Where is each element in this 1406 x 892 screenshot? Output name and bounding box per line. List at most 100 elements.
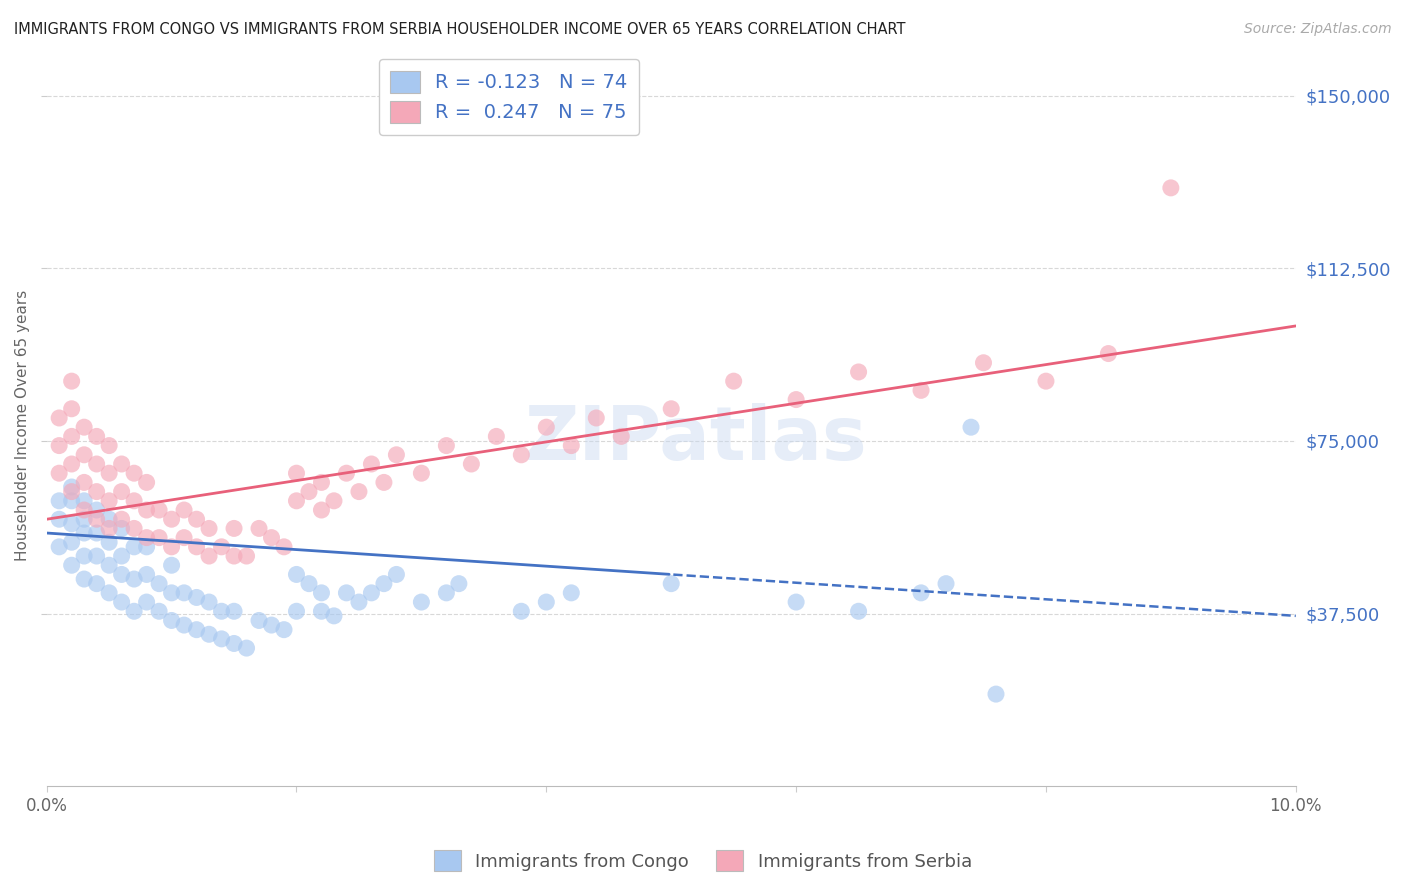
Point — [360, 586, 382, 600]
Point — [910, 586, 932, 600]
Point — [848, 365, 870, 379]
Point — [73, 475, 96, 490]
Point — [585, 411, 607, 425]
Point — [98, 535, 121, 549]
Point — [347, 595, 370, 609]
Point — [222, 521, 245, 535]
Point — [110, 457, 132, 471]
Point — [48, 439, 70, 453]
Point — [122, 493, 145, 508]
Text: Source: ZipAtlas.com: Source: ZipAtlas.com — [1244, 22, 1392, 37]
Point — [98, 558, 121, 573]
Point — [848, 604, 870, 618]
Point — [536, 420, 558, 434]
Point — [910, 384, 932, 398]
Point — [935, 576, 957, 591]
Point — [247, 614, 270, 628]
Point — [98, 586, 121, 600]
Point — [135, 540, 157, 554]
Point — [135, 475, 157, 490]
Point — [86, 526, 108, 541]
Point — [48, 411, 70, 425]
Point — [60, 516, 83, 531]
Point — [160, 614, 183, 628]
Point — [973, 356, 995, 370]
Point — [311, 475, 333, 490]
Point — [211, 540, 233, 554]
Point — [86, 457, 108, 471]
Point — [785, 595, 807, 609]
Point — [510, 448, 533, 462]
Point — [1160, 181, 1182, 195]
Point — [60, 484, 83, 499]
Point — [110, 549, 132, 563]
Point — [98, 521, 121, 535]
Point — [186, 540, 208, 554]
Point — [560, 586, 582, 600]
Point — [135, 531, 157, 545]
Point — [110, 567, 132, 582]
Legend: Immigrants from Congo, Immigrants from Serbia: Immigrants from Congo, Immigrants from S… — [426, 843, 980, 879]
Point — [48, 466, 70, 480]
Point — [73, 512, 96, 526]
Y-axis label: Householder Income Over 65 years: Householder Income Over 65 years — [15, 289, 30, 560]
Point — [260, 531, 283, 545]
Point — [211, 604, 233, 618]
Point — [135, 595, 157, 609]
Point — [373, 475, 395, 490]
Point — [235, 549, 257, 563]
Point — [960, 420, 983, 434]
Point — [347, 484, 370, 499]
Point — [311, 586, 333, 600]
Point — [323, 608, 346, 623]
Point — [73, 526, 96, 541]
Point — [135, 503, 157, 517]
Point — [110, 512, 132, 526]
Point — [98, 439, 121, 453]
Point — [60, 401, 83, 416]
Point — [122, 572, 145, 586]
Point — [335, 586, 357, 600]
Text: ZIPatlas: ZIPatlas — [524, 403, 868, 475]
Point — [73, 493, 96, 508]
Point — [385, 567, 408, 582]
Point — [460, 457, 482, 471]
Point — [135, 567, 157, 582]
Point — [173, 503, 195, 517]
Point — [211, 632, 233, 646]
Point — [186, 623, 208, 637]
Point — [198, 521, 221, 535]
Point — [222, 549, 245, 563]
Point — [98, 466, 121, 480]
Point — [110, 595, 132, 609]
Point — [86, 484, 108, 499]
Point — [235, 641, 257, 656]
Point — [659, 576, 682, 591]
Point — [536, 595, 558, 609]
Point — [311, 604, 333, 618]
Point — [723, 374, 745, 388]
Point — [86, 576, 108, 591]
Point — [273, 623, 295, 637]
Point — [86, 429, 108, 443]
Point — [48, 512, 70, 526]
Point — [73, 448, 96, 462]
Point — [86, 503, 108, 517]
Point — [560, 439, 582, 453]
Point — [86, 512, 108, 526]
Point — [610, 429, 633, 443]
Point — [148, 576, 170, 591]
Point — [411, 595, 433, 609]
Point — [186, 512, 208, 526]
Point — [298, 484, 321, 499]
Point — [122, 521, 145, 535]
Point — [173, 586, 195, 600]
Point — [323, 493, 346, 508]
Point — [48, 493, 70, 508]
Point — [60, 457, 83, 471]
Point — [148, 604, 170, 618]
Point — [447, 576, 470, 591]
Point — [60, 535, 83, 549]
Point — [173, 531, 195, 545]
Point — [148, 503, 170, 517]
